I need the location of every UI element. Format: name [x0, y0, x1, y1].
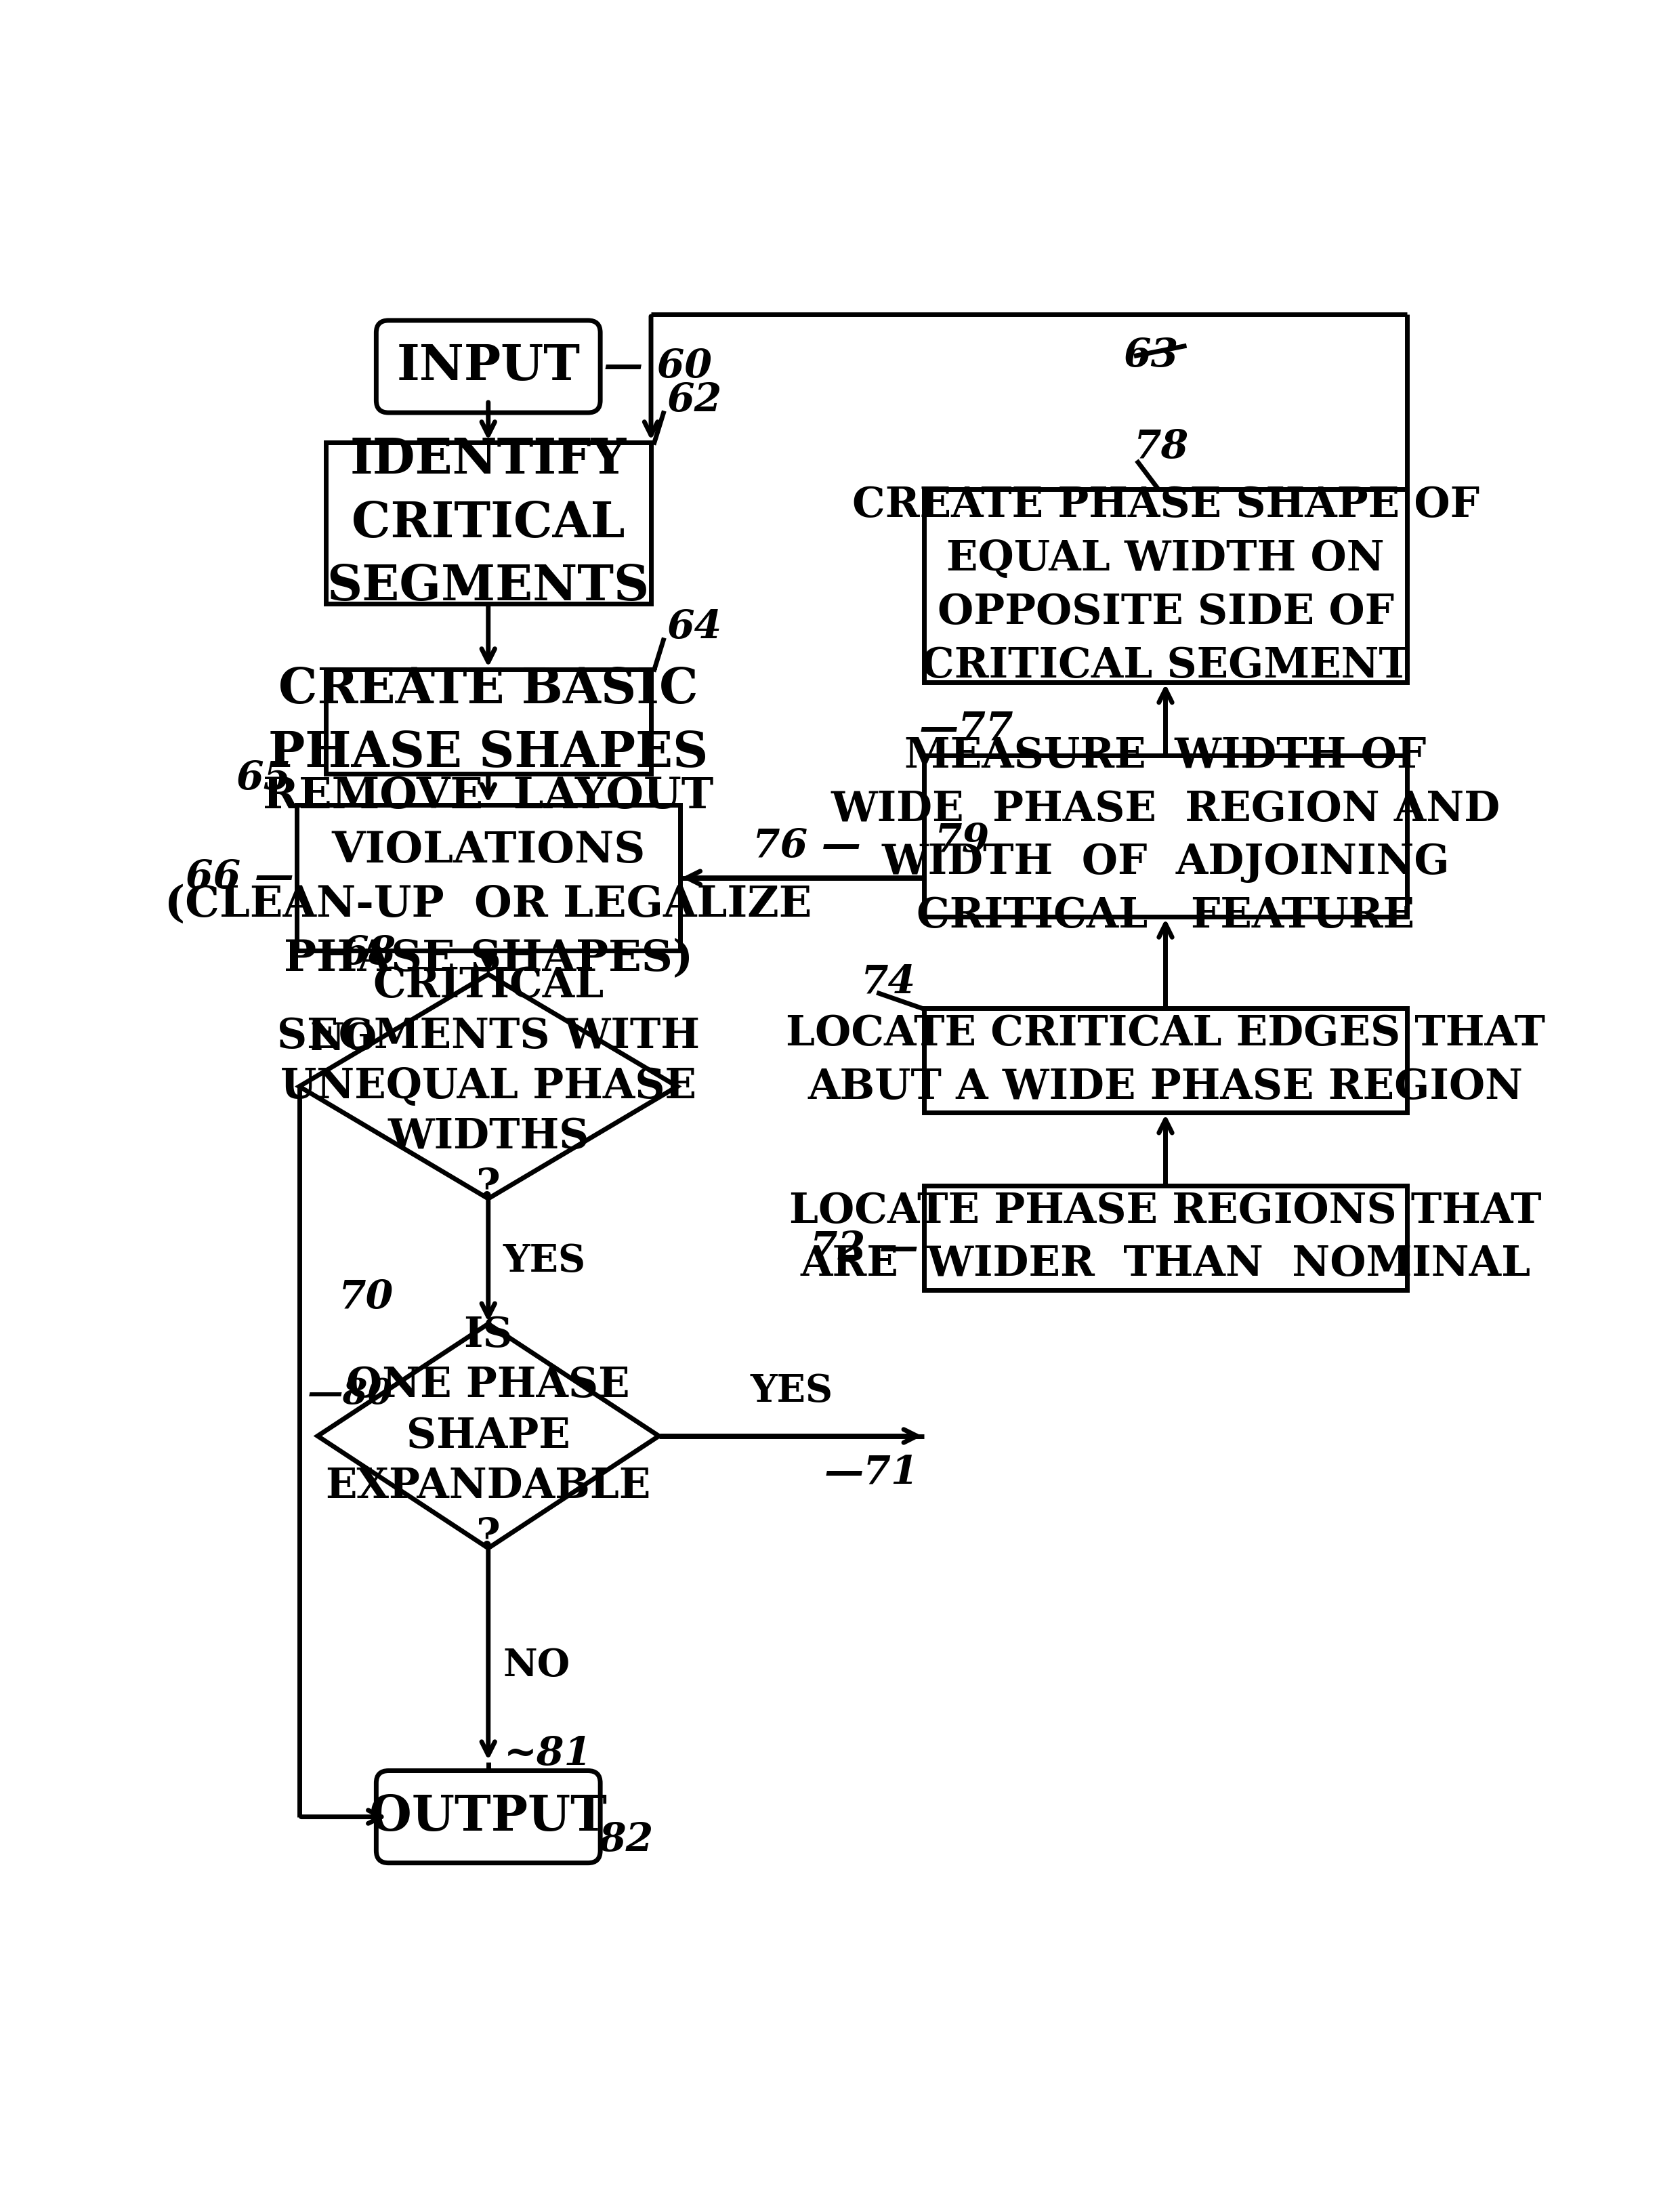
Bar	[297, 804, 680, 950]
Text: ~81: ~81	[504, 1735, 591, 1774]
Text: 64: 64	[667, 607, 722, 647]
Text: 74: 74	[860, 964, 916, 1001]
Text: YES: YES	[749, 1372, 833, 1409]
Bar	[924, 756, 1408, 918]
Text: NO: NO	[502, 1647, 570, 1685]
Text: 63: 63	[1124, 336, 1179, 376]
Text: 76 —: 76 —	[753, 828, 860, 865]
Text: CREATE PHASE SHAPE OF
EQUAL WIDTH ON
OPPOSITE SIDE OF
CRITICAL SEGMENT: CREATE PHASE SHAPE OF EQUAL WIDTH ON OPP…	[852, 485, 1478, 686]
Text: 70: 70	[339, 1278, 393, 1318]
Text: —77: —77	[919, 710, 1013, 747]
Text: 62: 62	[667, 382, 722, 420]
Text: IDENTIFY
CRITICAL
SEGMENTS: IDENTIFY CRITICAL SEGMENTS	[328, 435, 650, 610]
Text: —80: —80	[307, 1377, 393, 1412]
FancyBboxPatch shape	[376, 1770, 600, 1864]
Text: IS
ONE PHASE
SHAPE
EXPANDABLE
?: IS ONE PHASE SHAPE EXPANDABLE ?	[326, 1315, 650, 1556]
Text: INPUT: INPUT	[396, 343, 580, 391]
Text: — 60: — 60	[603, 347, 712, 387]
Bar	[326, 441, 652, 603]
Text: 65: 65	[237, 760, 291, 798]
Bar	[924, 1186, 1408, 1289]
Text: 66 —: 66 —	[185, 859, 294, 896]
Text: 68: 68	[341, 935, 396, 972]
Polygon shape	[299, 975, 677, 1200]
Polygon shape	[318, 1324, 659, 1549]
Bar	[924, 489, 1408, 682]
Text: OUTPUT: OUTPUT	[370, 1792, 606, 1842]
Text: MEASURE  WIDTH OF
WIDE  PHASE  REGION AND
WIDTH  OF  ADJOINING
CRITICAL   FEATUR: MEASURE WIDTH OF WIDE PHASE REGION AND W…	[832, 736, 1500, 937]
Text: 72 —: 72 —	[810, 1228, 919, 1267]
Text: REMOVE  LAYOUT
VIOLATIONS
(CLEAN-UP  OR LEGALIZE
PHASE SHAPES): REMOVE LAYOUT VIOLATIONS (CLEAN-UP OR LE…	[165, 776, 811, 979]
Bar	[326, 669, 652, 773]
Text: —71: —71	[825, 1453, 919, 1492]
Text: 78: 78	[1134, 428, 1189, 468]
Text: 79: 79	[934, 822, 990, 861]
FancyBboxPatch shape	[376, 321, 600, 413]
Text: LOCATE CRITICAL EDGES THAT
ABUT A WIDE PHASE REGION: LOCATE CRITICAL EDGES THAT ABUT A WIDE P…	[786, 1014, 1546, 1108]
Text: NO: NO	[309, 1020, 376, 1058]
Text: 82: 82	[598, 1820, 654, 1859]
Text: LOCATE PHASE REGIONS THAT
ARE  WIDER  THAN  NOMINAL: LOCATE PHASE REGIONS THAT ARE WIDER THAN…	[790, 1191, 1542, 1285]
Bar	[924, 1007, 1408, 1112]
Text: CREATE BASIC
PHASE SHAPES: CREATE BASIC PHASE SHAPES	[269, 666, 709, 778]
Text: CRITICAL
SEGMENTS WITH
UNEQUAL PHASE
WIDTHS
?: CRITICAL SEGMENTS WITH UNEQUAL PHASE WID…	[277, 966, 699, 1206]
Text: YES: YES	[502, 1243, 586, 1280]
